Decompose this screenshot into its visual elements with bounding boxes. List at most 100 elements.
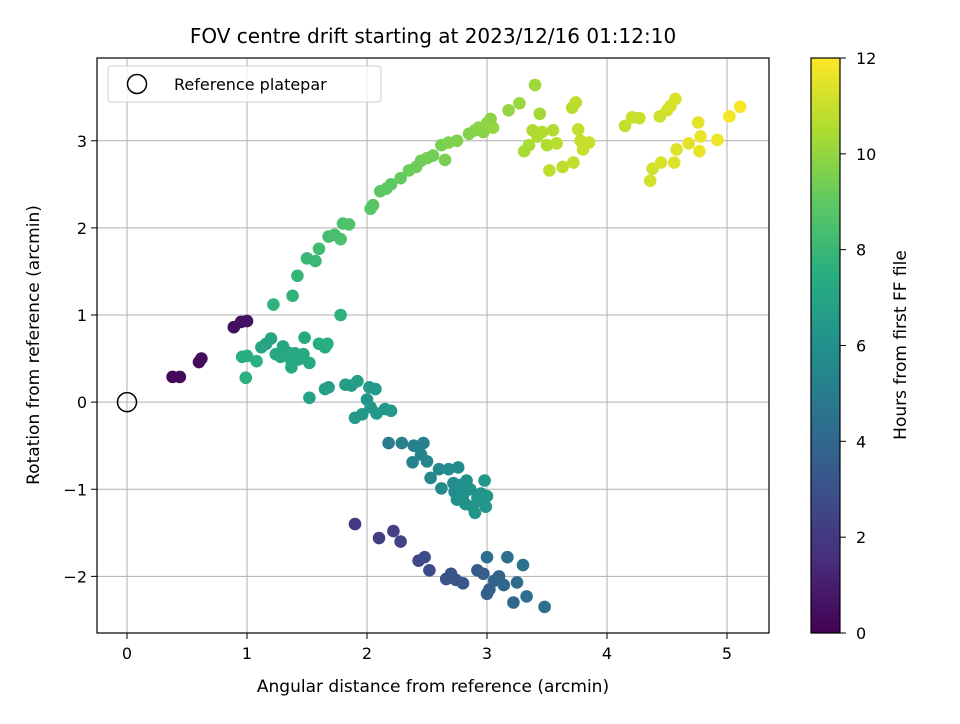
data-point: [438, 153, 452, 167]
y-tick-label: 0: [77, 393, 87, 412]
data-point: [543, 164, 556, 177]
data-point: [711, 133, 724, 147]
data-point: [240, 314, 254, 328]
data-point: [195, 352, 208, 365]
data-point: [654, 156, 668, 169]
data-point: [432, 462, 446, 476]
data-point: [478, 474, 491, 487]
colorbar-label: Hours from first FF file: [891, 250, 911, 440]
legend: Reference platepar: [107, 65, 382, 103]
data-point: [468, 506, 482, 520]
data-point: [395, 436, 409, 450]
data-point: [480, 489, 494, 503]
data-point: [334, 232, 347, 246]
data-point: [382, 436, 395, 450]
data-point: [423, 563, 436, 577]
x-axis-label: Angular distance from reference (arcmin): [257, 677, 609, 697]
data-point: [303, 356, 316, 370]
x-tick-label: 3: [482, 644, 492, 663]
x-tick-label: 4: [602, 644, 612, 663]
data-point: [435, 482, 448, 495]
legend-marker-icon: [126, 73, 148, 95]
data-point: [517, 144, 531, 158]
data-point: [463, 482, 477, 496]
data-point: [298, 331, 311, 344]
data-point: [540, 138, 554, 152]
data-point: [285, 360, 298, 374]
data-point: [497, 578, 511, 592]
legend-box: [107, 65, 382, 103]
data-point: [479, 500, 493, 513]
x-tick-label: 0: [122, 644, 132, 663]
colorbar-ticks: 0 2 4 6 8 10 12: [840, 49, 876, 643]
y-tick-label: 3: [77, 132, 87, 151]
colorbar-tick-label: 4: [856, 432, 866, 451]
colorbar-tick-label: 2: [856, 528, 866, 547]
reference-marker-group: [116, 391, 138, 413]
data-point: [501, 550, 514, 564]
colorbar-tick-label: 12: [856, 49, 876, 68]
y-tick-label: 2: [77, 219, 87, 238]
data-point: [691, 116, 705, 129]
data-point: [173, 370, 187, 384]
y-axis-ticks: −2 −1 0 1 2 3: [63, 132, 97, 586]
grid-lines: [97, 58, 769, 633]
data-point: [456, 577, 470, 590]
data-point: [334, 308, 347, 322]
data-point: [694, 130, 707, 143]
plot-frame: [96, 57, 770, 634]
chart-title: FOV centre drift starting at 2023/12/16 …: [190, 24, 676, 48]
data-point: [513, 97, 526, 110]
data-point: [239, 371, 253, 385]
data-point: [384, 178, 398, 191]
data-point: [309, 254, 322, 268]
data-points: [166, 78, 747, 614]
data-point: [582, 136, 596, 149]
data-point: [267, 298, 280, 311]
data-point: [450, 134, 464, 148]
data-point: [303, 391, 316, 405]
data-point: [633, 111, 646, 125]
colorbar: [810, 57, 841, 634]
data-point: [250, 354, 263, 368]
data-point: [348, 517, 362, 531]
data-point: [533, 107, 547, 121]
data-point: [502, 103, 515, 117]
x-axis-ticks: 0 1 2 3 4 5: [122, 633, 732, 663]
data-point: [618, 119, 632, 133]
data-point: [312, 242, 326, 256]
data-point: [693, 144, 706, 158]
data-point: [538, 600, 551, 614]
data-point: [394, 171, 407, 185]
data-point: [733, 100, 747, 114]
data-point: [442, 462, 455, 476]
data-point: [406, 455, 419, 469]
data-point: [643, 174, 657, 188]
data-point: [384, 404, 398, 418]
data-point: [424, 471, 437, 485]
data-point: [291, 269, 304, 283]
data-point: [477, 567, 490, 581]
data-point: [417, 436, 430, 450]
data-point: [667, 156, 681, 169]
data-point: [546, 124, 560, 137]
data-point: [387, 524, 400, 538]
data-point: [240, 349, 254, 363]
data-point: [372, 531, 386, 545]
data-point: [682, 137, 695, 150]
data-point: [420, 455, 434, 468]
data-point: [369, 382, 382, 396]
y-tick-label: −1: [63, 480, 87, 499]
x-tick-label: 2: [362, 644, 372, 663]
data-point: [366, 198, 380, 212]
colorbar-tick-label: 6: [856, 337, 866, 356]
data-point: [670, 143, 683, 156]
colorbar-tick-label: 10: [856, 145, 876, 164]
data-point: [567, 156, 580, 169]
reference-platepar-marker: [116, 391, 138, 413]
data-point: [451, 461, 465, 474]
x-tick-label: 1: [242, 644, 252, 663]
data-point: [550, 137, 563, 150]
data-point: [486, 121, 500, 134]
